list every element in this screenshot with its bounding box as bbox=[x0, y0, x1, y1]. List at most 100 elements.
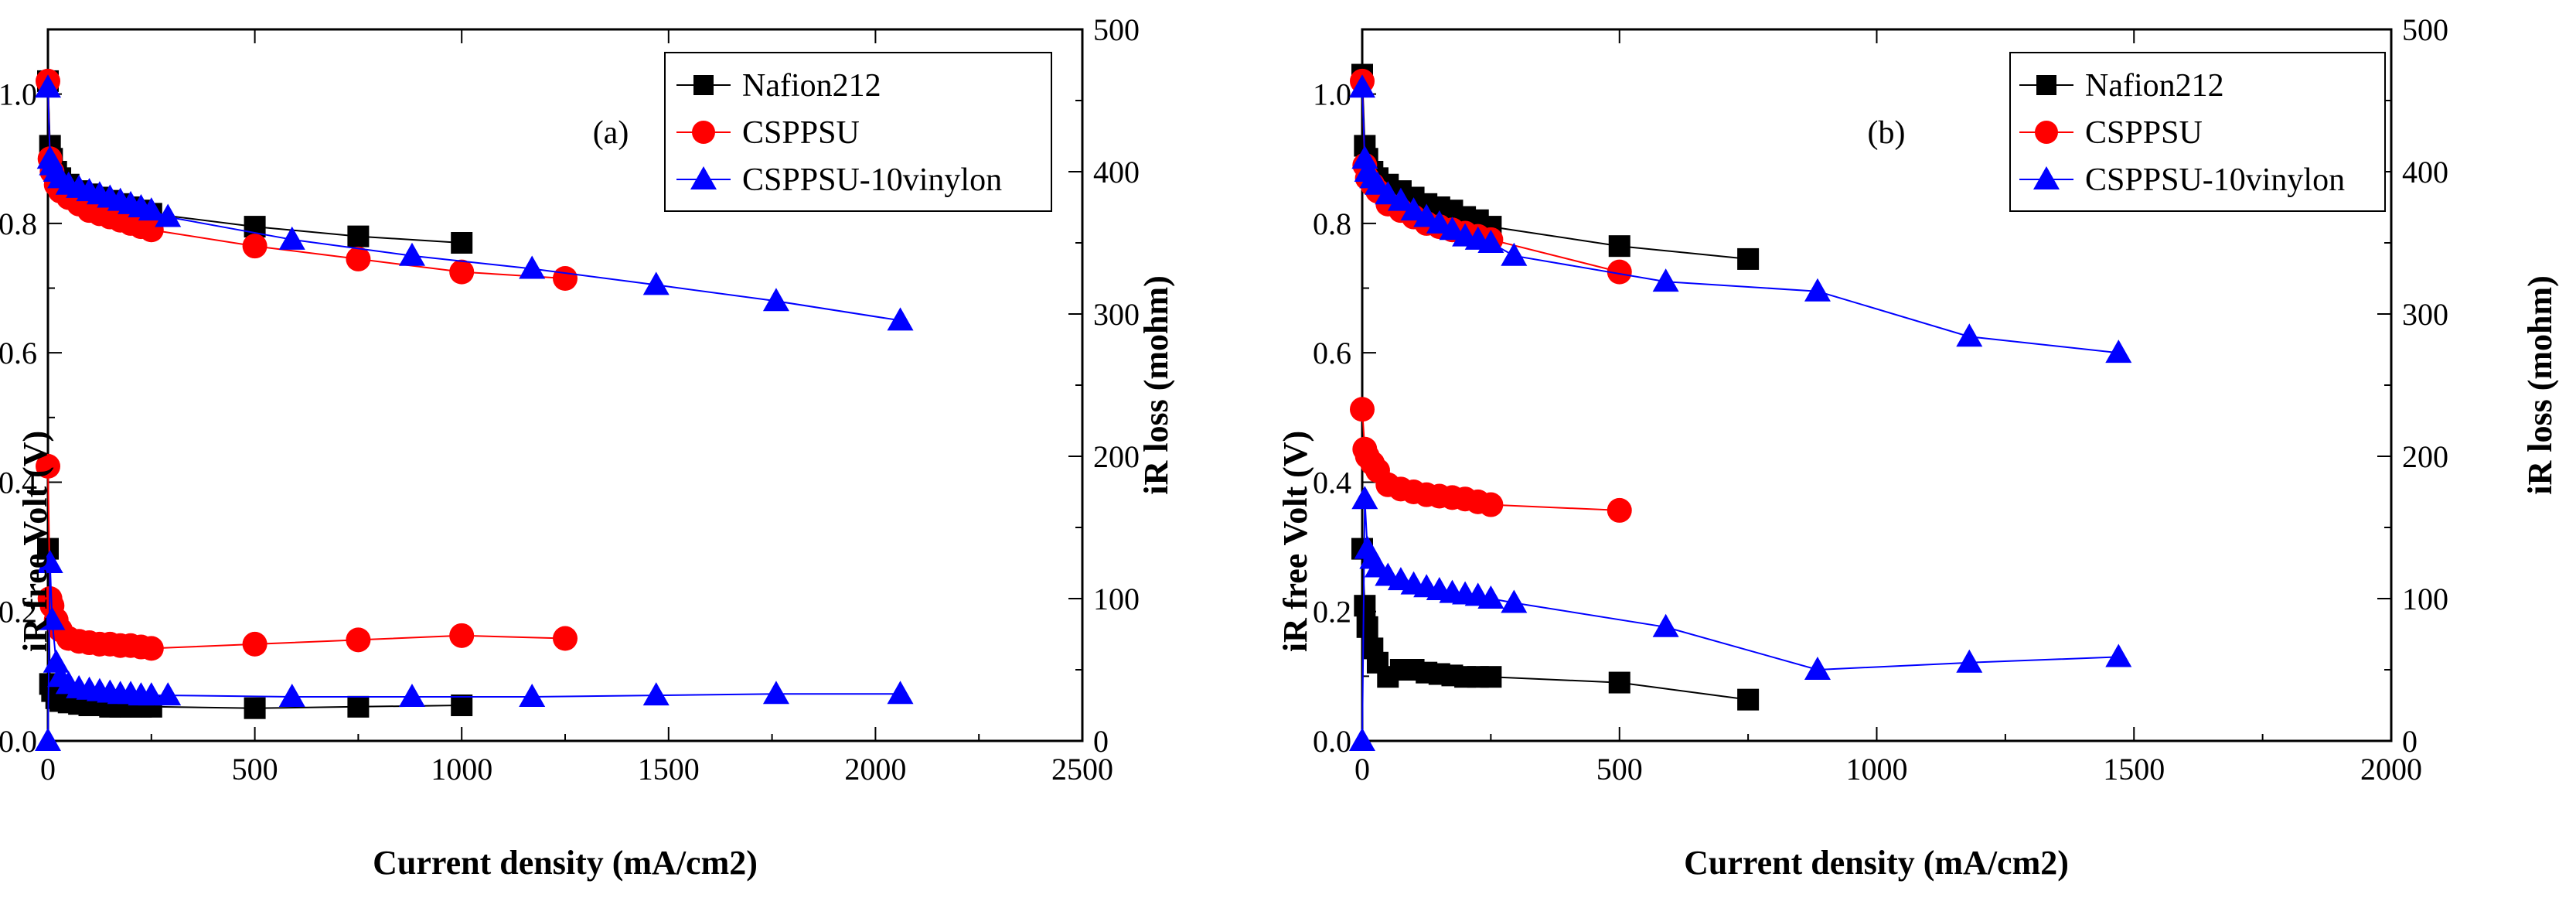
y2-tick-label-a-5: 500 bbox=[1093, 12, 1140, 47]
data-point-a-csppsu-10vinylon-volt-15 bbox=[278, 226, 305, 250]
data-point-a-nafion212-volt-16 bbox=[451, 232, 473, 254]
data-point-b-csppsu-10vinylon-irloss-15 bbox=[1652, 613, 1679, 637]
data-point-a-csppsu-10vinylon-volt-0 bbox=[35, 74, 61, 98]
data-point-b-csppsu-10vinylon-volt-0 bbox=[1349, 74, 1375, 98]
panel-label-b: (b) bbox=[1868, 115, 1906, 151]
data-point-b-csppsu-10vinylon-volt-18 bbox=[2105, 340, 2132, 363]
y2-tick-label-b-3: 300 bbox=[2402, 297, 2448, 332]
legend-marker-csppsu-b bbox=[2035, 121, 2058, 144]
data-point-b-csppsu-10vinylon-volt-10 bbox=[1439, 217, 1466, 241]
data-point-b-csppsu-10vinylon-volt-17 bbox=[1956, 323, 1983, 347]
x-tick-label-a-3: 1500 bbox=[638, 752, 700, 787]
data-point-a-csppsu-10vinylon-irloss-18 bbox=[642, 682, 670, 706]
data-point-a-csppsu-10vinylon-irloss-16 bbox=[398, 683, 425, 707]
data-point-b-csppsu-volt-14 bbox=[1607, 259, 1632, 285]
series-line-a-csppsu-volt bbox=[47, 80, 566, 279]
legend-label-vinylon-a: CSPPSU-10vinylon bbox=[742, 162, 1002, 198]
y-tick-label-b-1: 0.2 bbox=[1313, 595, 1351, 630]
legend-label-csppsu-b: CSPPSU bbox=[2085, 115, 2203, 151]
data-point-b-csppsu-irloss-14 bbox=[1607, 497, 1632, 523]
data-point-a-csppsu-irloss-0 bbox=[36, 453, 60, 479]
data-point-a-csppsu-10vinylon-irloss-2 bbox=[39, 606, 66, 630]
x-tick-label-a-4: 2000 bbox=[844, 752, 906, 787]
data-point-b-csppsu-irloss-0 bbox=[1350, 397, 1375, 422]
data-point-b-csppsu-10vinylon-irloss-1 bbox=[1351, 486, 1378, 510]
data-point-a-csppsu-10vinylon-irloss-19 bbox=[762, 681, 789, 705]
x-tick-label-b-0: 0 bbox=[1354, 752, 1370, 787]
data-point-a-csppsu-irloss-16 bbox=[449, 623, 475, 648]
data-point-b-csppsu-10vinylon-volt-16 bbox=[1804, 278, 1831, 302]
y2-tick-label-b-2: 200 bbox=[2402, 439, 2448, 474]
data-point-b-csppsu-10vinylon-irloss-16 bbox=[1804, 657, 1831, 680]
data-point-b-csppsu-irloss-13 bbox=[1478, 492, 1504, 517]
x-axis-title-a: Current density (mA/cm2) bbox=[373, 844, 758, 882]
data-point-a-csppsu-10vinylon-volt-17 bbox=[519, 255, 546, 279]
x-axis-title-b: Current density (mA/cm2) bbox=[1684, 844, 2069, 882]
data-point-a-csppsu-10vinylon-volt-14 bbox=[155, 203, 182, 227]
y2-tick-label-b-5: 500 bbox=[2402, 12, 2448, 47]
data-point-a-csppsu-10vinylon-irloss-0 bbox=[35, 728, 61, 751]
y-axis-title-b: iR free Volt (V) bbox=[1276, 431, 1314, 652]
x-tick-label-b-2: 1000 bbox=[1846, 752, 1908, 787]
x-tick-label-b-1: 500 bbox=[1596, 752, 1643, 787]
data-point-b-csppsu-10vinylon-volt-6 bbox=[1387, 187, 1414, 211]
y2-tick-label-b-0: 0 bbox=[2402, 724, 2418, 759]
ticks-a: 0 500 1000 1500 2000 2500 0.0 0.2 0.4 0.6 0.8 1.0 0 1… bbox=[0, 12, 1140, 787]
chart-panel-a: 0 500 1000 1500 2000 2500 0.0 0.2 0.4 0.6 0.8 1.0 0 1… bbox=[0, 12, 1175, 882]
legend-marker-nafion-b bbox=[2036, 75, 2056, 95]
x-tick-label-b-4: 2000 bbox=[2360, 752, 2422, 787]
y-tick-label-b-2: 0.4 bbox=[1313, 465, 1351, 500]
legend-b: Nafion212 CSPPSU CSPPSU-10vinylon bbox=[2009, 52, 2386, 212]
y-axis-title-a: iR free Volt (V) bbox=[16, 431, 54, 652]
y-tick-label-a-1: 0.2 bbox=[0, 595, 37, 630]
legend-marker-vinylon-a bbox=[690, 166, 717, 189]
data-point-b-nafion212-volt-14 bbox=[1608, 235, 1630, 258]
legend-a: Nafion212 CSPPSU CSPPSU-10vinylon bbox=[664, 52, 1052, 212]
legend-label-vinylon-b: CSPPSU-10vinylon bbox=[2085, 162, 2345, 198]
data-point-a-csppsu-irloss-14 bbox=[242, 631, 267, 657]
y2-axis-title-b: iR loss (mohm) bbox=[2521, 275, 2559, 495]
series-line-a-csppsu-10vinylon-irloss bbox=[47, 562, 901, 742]
x-tick-label-a-1: 500 bbox=[232, 752, 278, 787]
x-tick-label-a-5: 2500 bbox=[1051, 752, 1113, 787]
data-point-a-csppsu-10vinylon-irloss-14 bbox=[155, 682, 182, 706]
legend-marker-csppsu-a bbox=[692, 121, 715, 144]
data-point-a-csppsu-10vinylon-irloss-3 bbox=[43, 649, 70, 673]
data-point-b-nafion212-irloss-2 bbox=[1356, 616, 1378, 638]
data-point-b-csppsu-10vinylon-irloss-13 bbox=[1477, 585, 1504, 609]
panel-label-a: (a) bbox=[593, 115, 629, 151]
data-point-a-nafion212-irloss-16 bbox=[451, 695, 473, 716]
x-tick-label-b-3: 1500 bbox=[2103, 752, 2165, 787]
data-point-b-nafion212-irloss-13 bbox=[1480, 666, 1502, 688]
series-layer-b bbox=[1349, 63, 2132, 751]
ticks-b: 0 500 1000 1500 2000 0.0 0.2 0.4 0.6 0.8 1.0 0 100 20… bbox=[1313, 12, 2448, 787]
data-point-a-csppsu-10vinylon-irloss-15 bbox=[278, 683, 305, 707]
data-point-a-csppsu-10vinylon-irloss-1 bbox=[36, 550, 63, 573]
data-point-a-csppsu-volt-16 bbox=[449, 259, 475, 285]
data-point-a-csppsu-10vinylon-volt-20 bbox=[887, 307, 914, 331]
data-point-a-csppsu-10vinylon-irloss-17 bbox=[519, 683, 546, 707]
data-point-a-nafion212-irloss-15 bbox=[347, 695, 370, 718]
y-tick-label-a-0: 0.0 bbox=[0, 724, 37, 759]
y-tick-label-b-4: 0.8 bbox=[1313, 206, 1351, 241]
x-tick-label-a-2: 1000 bbox=[431, 752, 492, 787]
y-tick-label-a-2: 0.4 bbox=[0, 465, 37, 500]
data-point-a-csppsu-irloss-15 bbox=[346, 627, 371, 653]
data-point-b-csppsu-10vinylon-volt-8 bbox=[1413, 203, 1440, 227]
legend-marker-vinylon-b bbox=[2033, 166, 2060, 189]
series-line-a-csppsu-irloss bbox=[47, 466, 566, 650]
data-point-a-csppsu-10vinylon-irloss-20 bbox=[887, 681, 914, 705]
y2-tick-label-a-3: 300 bbox=[1093, 297, 1140, 332]
data-point-b-csppsu-10vinylon-volt-1 bbox=[1351, 145, 1378, 169]
data-point-b-nafion212-irloss-1 bbox=[1354, 595, 1376, 617]
chart-panel-b: 0 500 1000 1500 2000 0.0 0.2 0.4 0.6 0.8 1.0 0 100 20… bbox=[1276, 12, 2559, 882]
y2-tick-label-a-0: 0 bbox=[1093, 724, 1109, 759]
data-point-b-csppsu-10vinylon-volt-9 bbox=[1426, 210, 1453, 234]
y2-tick-label-a-2: 200 bbox=[1093, 439, 1140, 474]
data-point-a-nafion212-irloss-14 bbox=[244, 697, 266, 719]
y-tick-label-a-4: 0.8 bbox=[0, 206, 37, 241]
y2-tick-label-b-4: 400 bbox=[2402, 155, 2448, 189]
y2-tick-label-a-1: 100 bbox=[1093, 582, 1140, 616]
y-tick-label-a-5: 1.0 bbox=[0, 77, 37, 112]
